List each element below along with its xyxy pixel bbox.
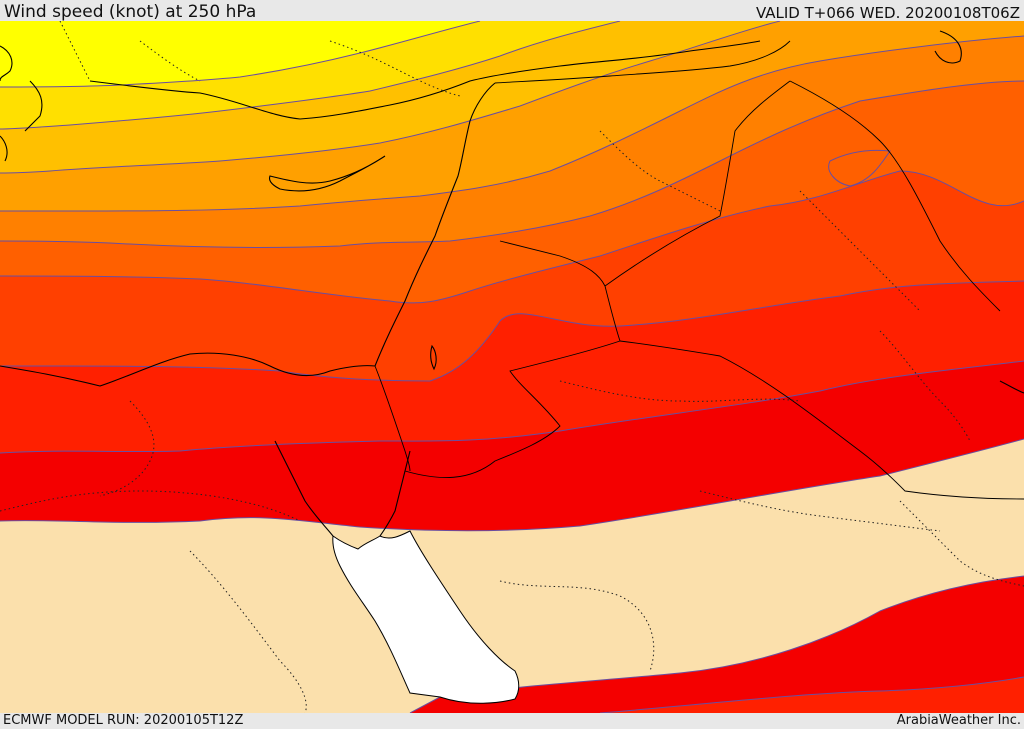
border-jordan-iraq [499,240,621,342]
contour-lines [0,21,1024,713]
internal-borders [0,21,1024,713]
contour-7 [0,280,1024,382]
contour-9 [0,438,1024,532]
credit-label: ArabiaWeather Inc. [896,713,1021,728]
coast-sinai-west [274,440,334,537]
coast-turkey-south [89,40,761,120]
coast-gulf [999,380,1024,394]
contour-11 [599,676,1024,713]
coast-levant [374,82,496,367]
map-title: Wind speed (knot) at 250 hPa [4,2,257,22]
contour-4 [0,35,1024,212]
contour-5 [0,80,1024,248]
contour-6 [0,170,1024,304]
coast-crete [0,135,8,162]
contour-1 [0,21,481,88]
coast-dead-sea [430,344,437,371]
coast-aegean-2 [24,80,43,132]
border-iraq-iran [789,80,1001,312]
header-bar [0,0,1024,21]
model-run: ECMWF MODEL RUN: 20200105T12Z [3,713,244,728]
border-jordan-saudi [404,340,1024,500]
borders [374,40,1024,500]
contour-8 [0,360,1024,454]
band-9-south [410,576,1024,713]
coast-aegean-1 [0,45,13,82]
map-canvas [0,21,1024,713]
border-egypt-israel [374,365,411,472]
contour-island [828,149,891,187]
contour-10 [409,575,1024,713]
coast-mediterranean-south [0,352,376,387]
contour-2 [0,21,621,130]
coastlines [0,30,1024,537]
red-sea [332,530,520,704]
coast-cyprus [268,155,386,192]
contour-3 [0,21,781,174]
band-1 [0,21,480,87]
valid-time: VALID T+066 WED. 20200108T06Z [755,4,1020,22]
weather-map[interactable] [0,21,1024,713]
coast-sinai-east [379,450,411,537]
coast-caspian-west [934,30,962,64]
border-syria-iraq [604,80,791,287]
footer-bar [0,713,1024,729]
border-turkey-syria [494,40,791,84]
